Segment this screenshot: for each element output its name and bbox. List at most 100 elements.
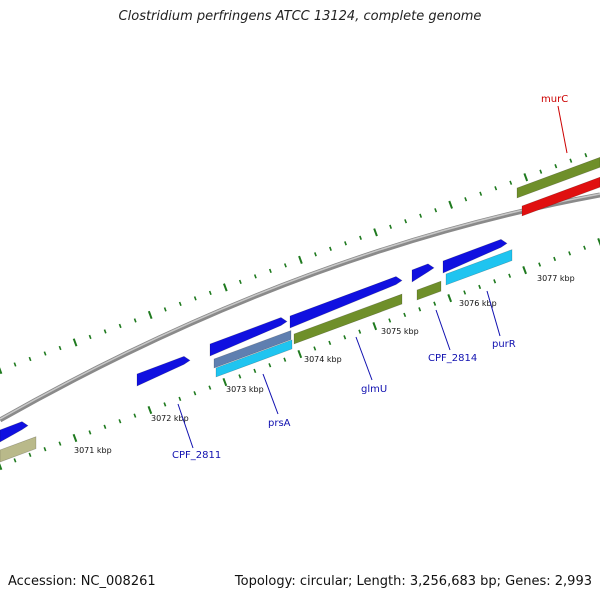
- inner-tick: [493, 279, 497, 284]
- cds-forward-cpf2811: [136, 356, 191, 387]
- feature-red-murc: [521, 176, 600, 217]
- outer-tick: [43, 351, 47, 356]
- gene-label-glmu[interactable]: glmU: [361, 384, 387, 395]
- outer-tick: [163, 307, 167, 312]
- outer-tick: [133, 318, 137, 323]
- inner-tick: [478, 284, 482, 290]
- outer-tick: [584, 153, 588, 158]
- leader-line-cpf2811: [177, 403, 194, 449]
- outer-tick: [223, 283, 228, 292]
- cds-forward-glmu: [289, 276, 403, 329]
- accession-line: Accession: NC_008261: [8, 574, 156, 589]
- outer-tick: [58, 345, 62, 351]
- outer-tick: [298, 255, 303, 264]
- outer-tick: [178, 301, 182, 307]
- outer-tick: [28, 356, 32, 362]
- outer-tick: [0, 367, 3, 375]
- inner-tick: [358, 329, 362, 334]
- scale-label-3075: 3075 kbp: [381, 327, 419, 336]
- scale-label-3072: 3072 kbp: [151, 414, 189, 423]
- inner-tick: [268, 363, 272, 368]
- inner-tick: [283, 357, 287, 362]
- inner-tick: [88, 430, 92, 435]
- inner-tick: [447, 294, 453, 303]
- inner-tick: [222, 377, 228, 387]
- leader-line-prsa: [262, 373, 279, 415]
- outer-tick: [539, 169, 543, 174]
- feature-olive-murc: [516, 156, 600, 199]
- gene-label-prsa[interactable]: prsA: [268, 418, 291, 429]
- outer-tick-ring: [0, 153, 588, 375]
- inner-tick: [28, 452, 32, 457]
- outer-tick: [329, 246, 332, 251]
- outer-tick: [523, 173, 529, 182]
- outer-tick: [389, 224, 393, 229]
- outer-tick: [72, 338, 78, 347]
- inner-tick: [538, 262, 542, 267]
- inner-tick: [297, 349, 303, 359]
- inner-tick: [0, 463, 3, 471]
- cds-forward-prsa-alt: [213, 330, 292, 369]
- outer-tick: [373, 228, 378, 237]
- accession-label: Accession:: [8, 574, 77, 589]
- gene-label-cpf2814[interactable]: CPF_2814: [428, 353, 477, 364]
- inner-tick: [568, 251, 572, 256]
- outer-tick: [359, 235, 362, 240]
- feature-pale-left: [0, 436, 37, 463]
- scale-label-3077: 3077 kbp: [537, 274, 575, 283]
- inner-tick: [253, 368, 257, 374]
- gene-label-cpf2811[interactable]: CPF_2811: [172, 450, 221, 461]
- inner-tick: [193, 391, 197, 396]
- outer-tick: [314, 252, 317, 257]
- inner-tick: [343, 335, 347, 340]
- inner-tick: [583, 245, 587, 250]
- inner-tick: [313, 346, 317, 351]
- inner-tick: [178, 396, 182, 402]
- outer-tick: [434, 208, 438, 213]
- outer-tick: [268, 268, 272, 274]
- inner-tick: [508, 273, 512, 278]
- outer-tick: [103, 329, 107, 334]
- outer-tick: [554, 164, 558, 169]
- scale-label-3073: 3073 kbp: [226, 385, 264, 394]
- outer-tick: [569, 158, 573, 163]
- accession-value: NC_008261: [80, 574, 156, 589]
- outer-tick: [238, 279, 242, 285]
- genome-backbone: [0, 192, 600, 423]
- inner-tick: [433, 301, 437, 306]
- inner-tick: [388, 318, 392, 323]
- gene-label-purr[interactable]: purR: [492, 339, 516, 350]
- cds-forward-purr: [442, 238, 508, 274]
- outer-tick: [419, 213, 423, 218]
- outer-tick: [404, 219, 408, 224]
- topology-summary: Topology: circular; Length: 3,256,683 bp…: [234, 574, 592, 589]
- inner-tick: [133, 413, 137, 418]
- feature-olive-glmu: [293, 293, 403, 345]
- cds-forward-cpf2814: [411, 263, 435, 283]
- gene-label-murc[interactable]: murC: [541, 94, 568, 105]
- inner-tick: [58, 441, 62, 446]
- inner-tick: [522, 266, 527, 275]
- inner-tick: [72, 433, 78, 443]
- outer-tick: [208, 290, 212, 296]
- inner-tick: [238, 374, 242, 379]
- outer-tick: [509, 180, 513, 185]
- cds-forward-left: [0, 421, 29, 443]
- inner-tick: [118, 419, 122, 424]
- feature-track: [0, 156, 600, 463]
- outer-tick: [479, 191, 483, 196]
- leader-line-glmu: [355, 336, 373, 381]
- inner-tick: [208, 385, 212, 390]
- inner-tick: [103, 424, 107, 429]
- outer-tick: [88, 334, 92, 340]
- inner-tick: [328, 340, 332, 346]
- outer-tick: [13, 362, 17, 367]
- leader-line-murc: [557, 105, 568, 154]
- cds-forward-prsa: [209, 317, 288, 357]
- outer-tick: [253, 274, 257, 279]
- inner-tick-ring: [0, 238, 600, 471]
- inner-tick: [13, 458, 17, 463]
- genome-backbone-highlight: [0, 193, 600, 420]
- inner-tick: [147, 405, 153, 415]
